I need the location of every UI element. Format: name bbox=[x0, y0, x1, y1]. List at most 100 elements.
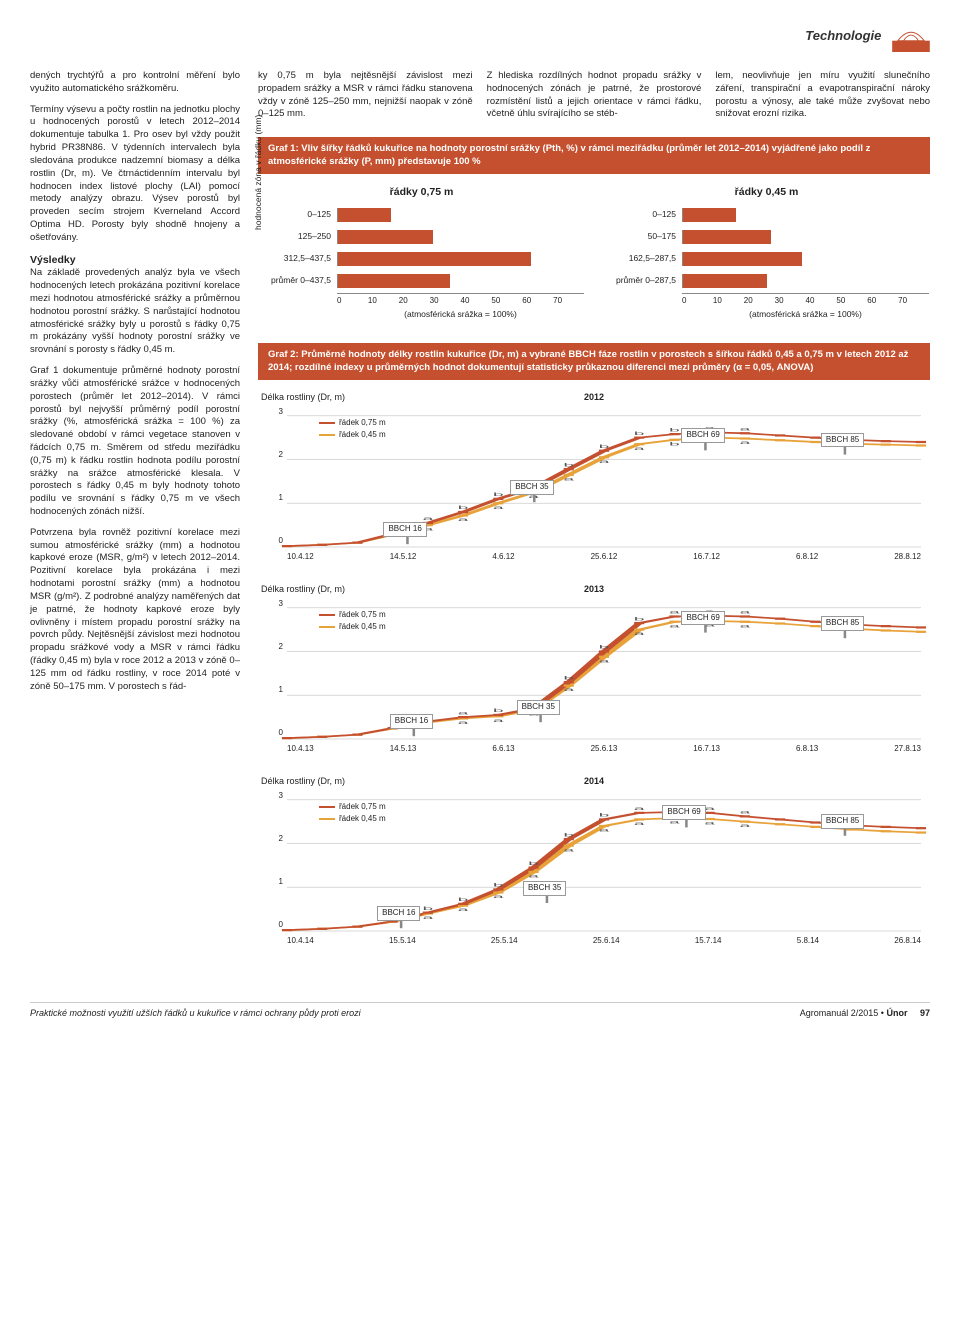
chart-year: 2014 bbox=[584, 775, 604, 787]
legend: řádek 0,75 mřádek 0,45 m bbox=[319, 801, 386, 826]
para: Graf 1 dokumentuje průměrné hodnoty poro… bbox=[30, 365, 240, 519]
x-axis-label: (atmosférická srážka = 100%) bbox=[682, 309, 929, 320]
bbch-callout: BBCH 35 bbox=[510, 480, 553, 495]
bar bbox=[683, 230, 771, 244]
svg-text:b: b bbox=[458, 897, 469, 902]
bar bbox=[683, 274, 767, 288]
svg-text:b: b bbox=[634, 431, 645, 436]
svg-text:b: b bbox=[493, 883, 504, 888]
bbch-callout: BBCH 16 bbox=[383, 522, 426, 537]
bbch-callout: BBCH 16 bbox=[377, 906, 420, 921]
svg-text:a: a bbox=[669, 610, 680, 615]
svg-text:a: a bbox=[493, 718, 504, 723]
svg-text:a: a bbox=[528, 874, 539, 879]
para: Výsledky Na základě provedených analýz b… bbox=[30, 253, 240, 358]
svg-text:b: b bbox=[669, 442, 680, 447]
bar-category: 0–125 bbox=[606, 209, 676, 220]
bar-category: 312,5–437,5 bbox=[261, 253, 331, 264]
y-axis-label: hodnocená zóna v řádku (mm) bbox=[253, 115, 264, 230]
section-icon bbox=[892, 20, 930, 52]
svg-text:b: b bbox=[493, 492, 504, 497]
svg-text:a: a bbox=[458, 518, 469, 523]
svg-text:a: a bbox=[563, 848, 574, 853]
svg-text:b: b bbox=[634, 617, 645, 622]
subheading: Výsledky bbox=[30, 254, 76, 266]
bar-category: průměr 0–287,5 bbox=[606, 275, 676, 286]
svg-text:a: a bbox=[634, 806, 645, 811]
legend-label: řádek 0,75 m bbox=[339, 802, 386, 813]
bar bbox=[338, 252, 531, 266]
svg-text:b: b bbox=[493, 709, 504, 714]
bar-category: průměr 0–437,5 bbox=[261, 275, 331, 286]
y-axis-label: Délka rostliny (Dr, m) bbox=[261, 583, 345, 595]
bar-category: 125–250 bbox=[261, 231, 331, 242]
svg-text:a: a bbox=[704, 806, 715, 811]
svg-text:b: b bbox=[528, 861, 539, 866]
para: ky 0,75 m byla nejtěsnější závislost mez… bbox=[258, 70, 473, 121]
svg-text:a: a bbox=[634, 446, 645, 451]
svg-text:b: b bbox=[669, 428, 680, 433]
bar-subplot: řádky 0,75 mhodnocená zóna v řádku (mm)0… bbox=[259, 181, 584, 320]
graf2-title: Graf 2: Průměrné hodnoty délky rostlin k… bbox=[258, 343, 930, 380]
footer-right: Agromanuál 2/2015 • Únor 97 bbox=[800, 1007, 930, 1019]
section-title: Technologie bbox=[805, 27, 881, 45]
bar-category: 50–175 bbox=[606, 231, 676, 242]
y-axis-label: Délka rostliny (Dr, m) bbox=[261, 391, 345, 403]
svg-text:a: a bbox=[740, 441, 751, 446]
svg-text:a: a bbox=[704, 821, 715, 826]
svg-text:a: a bbox=[634, 821, 645, 826]
right-column: ky 0,75 m byla nejtěsnější závislost mez… bbox=[258, 70, 930, 988]
svg-text:b: b bbox=[599, 645, 610, 650]
page-number: 97 bbox=[920, 1008, 930, 1018]
bbch-callout: BBCH 85 bbox=[821, 433, 864, 448]
para: dených trychtýřů a pro kontrolní měření … bbox=[30, 70, 240, 96]
line-chart: Délka rostliny (Dr, m)20140123 babababab… bbox=[259, 773, 929, 953]
legend-swatch bbox=[319, 422, 335, 424]
para: Potvrzena byla rovněž pozitivní korelace… bbox=[30, 527, 240, 694]
legend-swatch bbox=[319, 626, 335, 628]
legend-swatch bbox=[319, 806, 335, 808]
svg-text:b: b bbox=[458, 506, 469, 511]
left-column: dených trychtýřů a pro kontrolní měření … bbox=[30, 70, 240, 988]
para: lem, neovlivňuje jen míru využití sluneč… bbox=[715, 70, 930, 121]
svg-text:a: a bbox=[669, 624, 680, 629]
svg-text:a: a bbox=[634, 632, 645, 637]
bbch-callout: BBCH 35 bbox=[523, 881, 566, 896]
svg-text:a: a bbox=[458, 908, 469, 913]
legend-swatch bbox=[319, 818, 335, 820]
svg-text:b: b bbox=[563, 463, 574, 468]
chart-year: 2013 bbox=[584, 583, 604, 595]
svg-text:a: a bbox=[599, 828, 610, 833]
para: Z hlediska rozdílných hodnot propadu srá… bbox=[487, 70, 702, 121]
svg-text:a: a bbox=[493, 505, 504, 510]
bbch-callout: BBCH 16 bbox=[390, 714, 433, 729]
svg-text:a: a bbox=[423, 916, 434, 921]
bar bbox=[338, 230, 433, 244]
svg-text:a: a bbox=[740, 810, 751, 815]
bbch-callout: BBCH 35 bbox=[517, 700, 560, 715]
legend-label: řádek 0,75 m bbox=[339, 418, 386, 429]
svg-text:b: b bbox=[599, 444, 610, 449]
svg-text:a: a bbox=[740, 610, 751, 615]
y-axis-label: Délka rostliny (Dr, m) bbox=[261, 775, 345, 787]
svg-text:a: a bbox=[493, 895, 504, 900]
legend: řádek 0,75 mřádek 0,45 m bbox=[319, 417, 386, 442]
page-footer: Praktické možnosti využití užších řádků … bbox=[30, 1002, 930, 1019]
legend-swatch bbox=[319, 434, 335, 436]
svg-text:a: a bbox=[740, 824, 751, 829]
svg-text:b: b bbox=[563, 676, 574, 681]
line-chart: Délka rostliny (Dr, m)20120123 aabababab… bbox=[259, 389, 929, 569]
svg-text:a: a bbox=[740, 624, 751, 629]
bbch-callout: BBCH 69 bbox=[662, 805, 705, 820]
chart-year: 2012 bbox=[584, 391, 604, 403]
svg-text:a: a bbox=[669, 820, 680, 825]
legend-swatch bbox=[319, 614, 335, 616]
bar-subplot: řádky 0,45 m0–12550–175162,5–287,5průměr… bbox=[604, 181, 929, 320]
svg-text:a: a bbox=[599, 459, 610, 464]
bar-subplot-title: řádky 0,45 m bbox=[604, 185, 929, 199]
legend: řádek 0,75 mřádek 0,45 m bbox=[319, 609, 386, 634]
svg-text:b: b bbox=[599, 813, 610, 818]
svg-text:a: a bbox=[458, 711, 469, 716]
svg-text:b: b bbox=[563, 833, 574, 838]
bar bbox=[683, 208, 736, 222]
